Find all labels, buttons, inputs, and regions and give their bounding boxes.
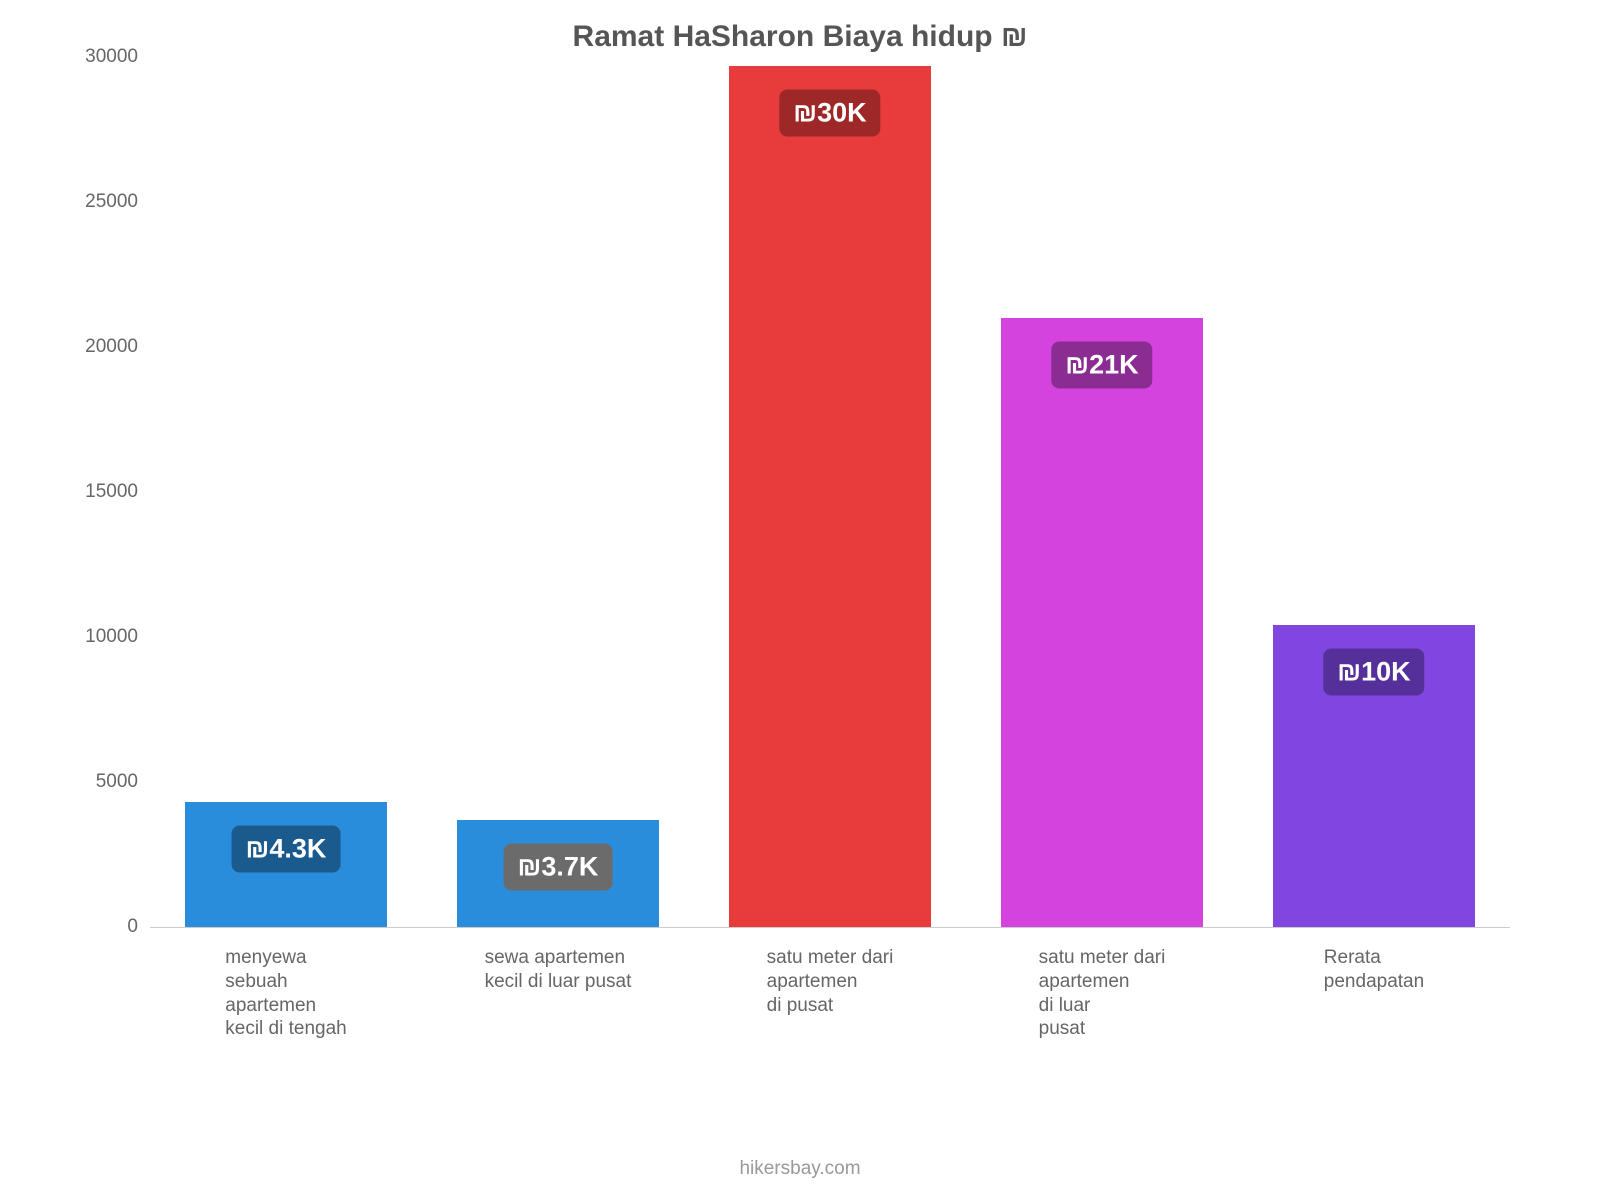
- value-badge: ₪3.7K: [504, 843, 613, 890]
- x-axis-label-slot: menyewa sebuah apartemen kecil di tengah: [150, 946, 422, 1041]
- plot-area: ₪4.3K₪3.7K₪30K₪21K₪10K 05000100001500020…: [150, 58, 1510, 928]
- bar: ₪30K: [729, 66, 930, 927]
- value-badge: ₪30K: [779, 89, 880, 136]
- x-axis-label: Rerata pendapatan: [1324, 946, 1424, 994]
- bar-slot: ₪10K: [1238, 58, 1510, 927]
- bar-slot: ₪30K: [694, 58, 966, 927]
- bars-group: ₪4.3K ₪3.7K ₪30K ₪21K ₪10K: [150, 58, 1510, 927]
- x-axis-label-slot: Rerata pendapatan: [1238, 946, 1510, 1041]
- y-axis-tick: 15000: [85, 481, 138, 503]
- bar: ₪10K: [1273, 625, 1474, 927]
- chart-title: Ramat HaSharon Biaya hidup ₪: [60, 20, 1540, 54]
- x-axis-label: sewa apartemen kecil di luar pusat: [485, 946, 632, 994]
- bar-slot: ₪21K: [966, 58, 1238, 927]
- x-axis-label: satu meter dari apartemen di luar pusat: [1039, 946, 1166, 1041]
- chart-container: Ramat HaSharon Biaya hidup ₪ ₪4.3K₪3.7K₪…: [60, 20, 1540, 1180]
- bar-slot: ₪4.3K: [150, 58, 422, 927]
- y-axis-tick: 0: [127, 916, 138, 938]
- y-axis-tick: 5000: [96, 771, 138, 793]
- value-badge: ₪21K: [1051, 342, 1152, 389]
- y-axis-tick: 20000: [85, 336, 138, 358]
- value-badge: ₪10K: [1323, 649, 1424, 696]
- bar: ₪3.7K: [457, 820, 658, 927]
- x-axis-label: satu meter dari apartemen di pusat: [767, 946, 894, 1017]
- y-axis-tick: 10000: [85, 626, 138, 648]
- y-axis-tick: 30000: [85, 46, 138, 68]
- x-axis-label-slot: sewa apartemen kecil di luar pusat: [422, 946, 694, 1041]
- bar-slot: ₪3.7K: [422, 58, 694, 927]
- x-axis-label-slot: satu meter dari apartemen di pusat: [694, 946, 966, 1041]
- bar: ₪4.3K: [185, 802, 386, 927]
- bar: ₪21K: [1001, 318, 1202, 927]
- attribution-text: hikersbay.com: [60, 1158, 1540, 1180]
- y-axis-tick: 25000: [85, 191, 138, 213]
- x-axis-label: menyewa sebuah apartemen kecil di tengah: [225, 946, 346, 1041]
- value-badge: ₪4.3K: [232, 826, 341, 873]
- x-axis-label-slot: satu meter dari apartemen di luar pusat: [966, 946, 1238, 1041]
- x-axis: menyewa sebuah apartemen kecil di tengah…: [150, 928, 1510, 1041]
